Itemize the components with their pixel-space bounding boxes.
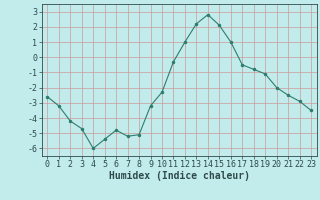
X-axis label: Humidex (Indice chaleur): Humidex (Indice chaleur) bbox=[109, 171, 250, 181]
